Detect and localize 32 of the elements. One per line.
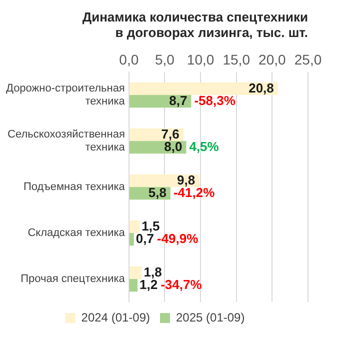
y-tick-label: Сельскохозяйственная техника [8, 128, 126, 154]
data-label: 1,5 [142, 218, 160, 234]
annotation: -58,3% [194, 92, 236, 108]
bar [129, 82, 278, 95]
data-label: 20,8 [248, 80, 274, 96]
data-label: 0,7 [136, 230, 154, 246]
annotation: -34,7% [160, 276, 202, 292]
bar [129, 220, 140, 233]
x-tick-label: 25,0 [294, 51, 322, 68]
data-label: 1,2 [139, 276, 158, 292]
y-tick-label: Складская техника [28, 227, 126, 240]
data-label: 1,8 [144, 264, 162, 280]
annotation: -49,9% [156, 230, 199, 246]
y-tick-label: Дорожно-строительная техника [6, 82, 126, 108]
x-tick-label: 15,0 [222, 51, 250, 68]
x-tick-label: 10,0 [186, 51, 214, 68]
bar [129, 233, 134, 246]
data-label: 8,7 [169, 92, 188, 108]
data-label: 5,8 [148, 184, 166, 200]
y-tick-label: Подъемная техника [23, 181, 126, 194]
bar [129, 266, 142, 279]
annotation: 4,5% [189, 138, 220, 154]
legend-label: 2024 (01-09) [81, 310, 150, 324]
legend-label: 2025 (01-09) [176, 310, 245, 324]
bar [129, 279, 138, 292]
chart-title: Динамика количества спецтехники в договорах лизинга, тыс. шт. [82, 9, 308, 40]
x-tick-label: 0,0 [119, 51, 139, 68]
data-label: 7,6 [161, 126, 180, 142]
y-tick-label: Прочая спецтехника [20, 273, 126, 286]
x-tick-label: 5,0 [154, 51, 175, 68]
data-label: 9,8 [177, 172, 196, 188]
x-tick-label: 20,0 [258, 51, 286, 68]
